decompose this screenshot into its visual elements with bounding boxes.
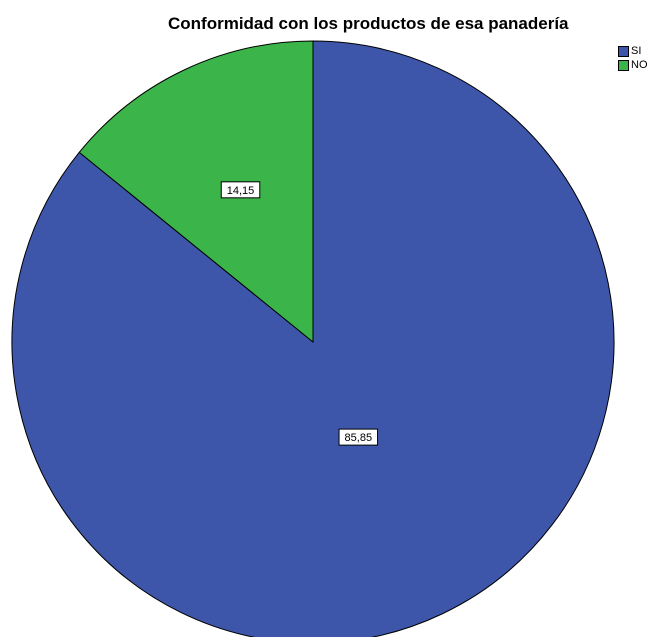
legend-swatch-si	[618, 45, 629, 57]
data-label-si: 85,85	[338, 428, 379, 446]
data-label-text: 85,85	[345, 432, 373, 444]
data-label-text: 14,15	[227, 185, 255, 197]
legend-label-no: NO	[631, 59, 648, 71]
legend-label-si: SI	[631, 45, 642, 57]
pie-slices	[11, 40, 615, 637]
legend-item-no: NO	[618, 58, 648, 72]
data-label-no: 14,15	[220, 181, 261, 199]
chart-legend: SI NO	[618, 44, 648, 72]
data-label-box	[220, 181, 261, 199]
chart-title: Conformidad con los productos de esa pan…	[168, 14, 569, 33]
legend-swatch-no	[618, 59, 629, 71]
legend-item-si: SI	[618, 44, 648, 58]
pie-slice-no	[78, 40, 314, 344]
pie-data-labels: 85,85 14,15	[220, 181, 379, 446]
data-label-box	[338, 428, 379, 446]
